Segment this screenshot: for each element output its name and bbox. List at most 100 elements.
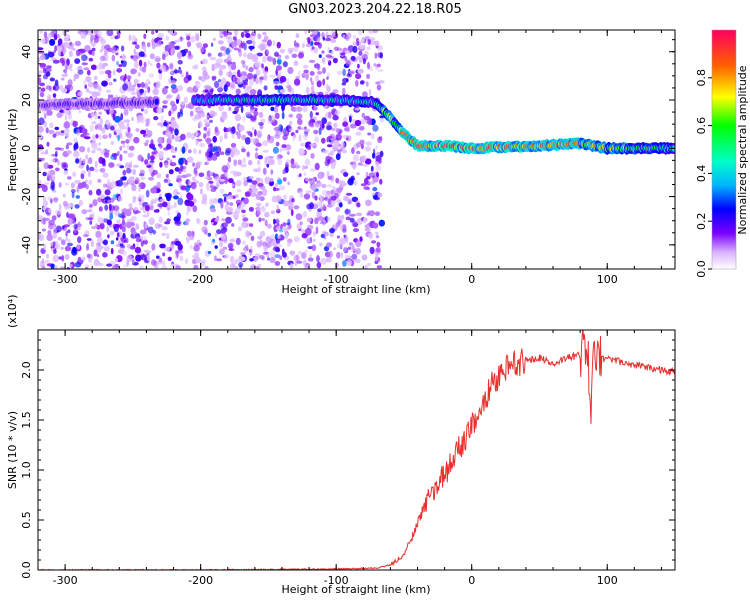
heatmap-cell bbox=[203, 118, 209, 125]
heatmap-cell bbox=[304, 265, 310, 269]
heatmap-cell bbox=[377, 156, 381, 160]
y-tick-label: 1.5 bbox=[20, 411, 33, 429]
heatmap-cell bbox=[138, 173, 145, 177]
heatmap-cell bbox=[101, 80, 108, 87]
heatmap-cell bbox=[315, 181, 323, 188]
heatmap-cell bbox=[156, 122, 164, 126]
heatmap-cell bbox=[342, 224, 347, 232]
heatmap-cell bbox=[223, 132, 228, 140]
heatmap-cell bbox=[318, 54, 322, 58]
heatmap-cell bbox=[41, 87, 46, 92]
heatmap-cell bbox=[344, 50, 350, 54]
heatmap-cell bbox=[225, 216, 232, 224]
heatmap-cell bbox=[297, 126, 302, 130]
heatmap-cell bbox=[71, 213, 76, 221]
heatmap-cell bbox=[107, 234, 110, 239]
heatmap-cell bbox=[348, 71, 355, 74]
heatmap-cell bbox=[237, 204, 244, 211]
heatmap-cell bbox=[238, 124, 245, 132]
heatmap-cell bbox=[110, 141, 115, 145]
heatmap-cell bbox=[205, 182, 210, 190]
heatmap-cell bbox=[359, 236, 363, 242]
heatmap-cell bbox=[62, 193, 66, 198]
heatmap-cell bbox=[198, 242, 202, 247]
heatmap-cell bbox=[146, 254, 151, 262]
heatmap-cell bbox=[233, 159, 237, 167]
heatmap-cell bbox=[152, 147, 157, 151]
heatmap-cell bbox=[167, 256, 172, 261]
heatmap-cell bbox=[246, 130, 251, 134]
heatmap-cell bbox=[325, 54, 332, 58]
heatmap-cell bbox=[141, 66, 147, 73]
heatmap-cell bbox=[185, 33, 192, 37]
heatmap-cell bbox=[227, 156, 232, 163]
heatmap-cell bbox=[207, 251, 212, 254]
heatmap-cell bbox=[376, 171, 379, 178]
heatmap-cell bbox=[369, 246, 375, 255]
heatmap-cell bbox=[192, 205, 198, 213]
heatmap-cell bbox=[158, 152, 163, 160]
heatmap-cell bbox=[361, 163, 369, 167]
heatmap-cell bbox=[187, 193, 194, 201]
heatmap-cell bbox=[349, 123, 357, 129]
heatmap-cell bbox=[168, 183, 173, 187]
heatmap-cell bbox=[185, 185, 190, 192]
heatmap-cell bbox=[361, 36, 365, 44]
heatmap-cell bbox=[234, 194, 239, 198]
heatmap-cell bbox=[74, 204, 80, 209]
heatmap-cell bbox=[99, 217, 104, 224]
heatmap-cell bbox=[285, 233, 288, 240]
heatmap-cell bbox=[262, 70, 269, 75]
heatmap-cell bbox=[128, 145, 135, 151]
heatmap-cell bbox=[322, 36, 326, 41]
heatmap-cell bbox=[379, 52, 383, 59]
heatmap-cell bbox=[348, 213, 356, 217]
snr-series bbox=[38, 330, 675, 570]
heatmap-cell bbox=[98, 206, 103, 212]
heatmap-cell bbox=[319, 206, 326, 210]
heatmap-cell bbox=[343, 234, 346, 238]
heatmap-cell bbox=[282, 194, 288, 200]
heatmap-cell bbox=[136, 120, 140, 124]
heatmap-cell bbox=[244, 248, 247, 254]
heatmap-cell bbox=[245, 111, 252, 117]
heatmap-cell bbox=[216, 229, 222, 235]
heatmap-cell bbox=[158, 216, 163, 224]
heatmap-cell bbox=[44, 259, 50, 264]
heatmap-cell bbox=[229, 202, 234, 206]
heatmap-cell bbox=[102, 252, 108, 258]
heatmap-cell bbox=[328, 111, 332, 119]
heatmap-cell bbox=[375, 235, 380, 239]
heatmap-cell bbox=[276, 217, 280, 224]
heatmap-cell bbox=[91, 226, 96, 230]
heatmap-cell bbox=[327, 175, 333, 180]
heatmap-cell bbox=[243, 30, 250, 34]
heatmap-cell bbox=[296, 106, 303, 112]
heatmap-cell bbox=[122, 176, 127, 181]
heatmap-cell bbox=[321, 57, 326, 65]
heatmap-cell bbox=[352, 119, 356, 123]
heatmap-cell bbox=[371, 240, 377, 244]
heatmap-cell bbox=[113, 153, 118, 161]
heatmap-cell bbox=[249, 184, 255, 188]
heatmap-cell bbox=[121, 211, 126, 220]
heatmap-cell bbox=[279, 89, 286, 94]
heatmap-cell bbox=[145, 205, 150, 212]
heatmap-cell bbox=[356, 40, 360, 46]
heatmap-cell bbox=[122, 169, 127, 176]
heatmap-cell bbox=[287, 151, 290, 155]
heatmap-cell bbox=[367, 39, 372, 45]
heatmap-cell bbox=[335, 206, 340, 212]
heatmap-cell bbox=[124, 73, 127, 81]
heatmap-cell bbox=[92, 83, 100, 90]
heatmap-cell bbox=[161, 226, 168, 231]
heatmap-cell bbox=[125, 221, 133, 229]
heatmap-cell bbox=[372, 124, 379, 132]
heatmap-cell bbox=[70, 68, 73, 72]
heatmap-cell bbox=[165, 232, 170, 240]
heatmap-cell bbox=[309, 34, 316, 38]
heatmap-cell bbox=[165, 35, 170, 41]
heatmap-cell bbox=[47, 51, 55, 58]
heatmap-cell bbox=[102, 183, 106, 189]
